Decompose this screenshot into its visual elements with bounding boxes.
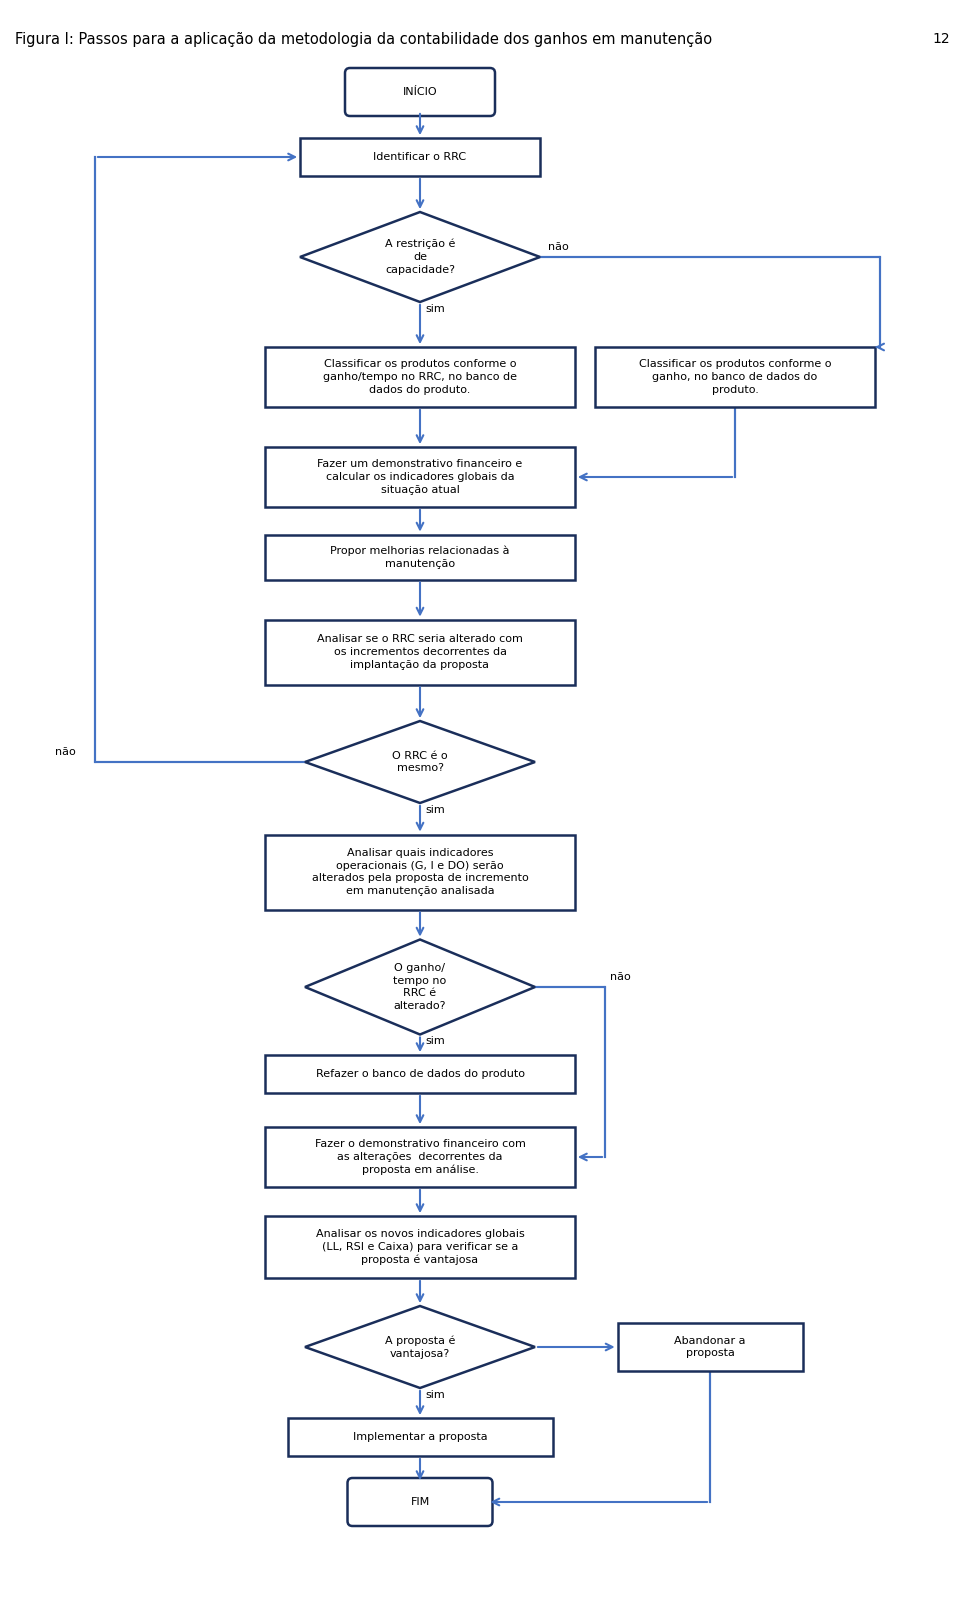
Text: Implementar a proposta: Implementar a proposta xyxy=(352,1431,488,1443)
Text: Fazer o demonstrativo financeiro com
as alterações  decorrentes da
proposta em a: Fazer o demonstrativo financeiro com as … xyxy=(315,1138,525,1175)
Polygon shape xyxy=(305,721,535,803)
Bar xyxy=(265,835,575,909)
Text: A proposta é
vantajosa?: A proposta é vantajosa? xyxy=(385,1335,455,1359)
Bar xyxy=(265,347,575,406)
Bar xyxy=(265,1127,575,1186)
Text: Analisar quais indicadores
operacionais (G, I e DO) serão
alterados pela propost: Analisar quais indicadores operacionais … xyxy=(312,848,528,896)
Text: Abandonar a
proposta: Abandonar a proposta xyxy=(674,1336,746,1359)
Text: O ganho/
tempo no
RRC é
alterado?: O ganho/ tempo no RRC é alterado? xyxy=(394,962,446,1011)
Text: sim: sim xyxy=(425,1390,444,1399)
Polygon shape xyxy=(300,213,540,301)
Text: Refazer o banco de dados do produto: Refazer o banco de dados do produto xyxy=(316,1069,524,1078)
Text: sim: sim xyxy=(425,305,444,314)
Bar xyxy=(265,1054,575,1093)
Text: não: não xyxy=(548,242,568,251)
Text: Classificar os produtos conforme o
ganho/tempo no RRC, no banco de
dados do prod: Classificar os produtos conforme o ganho… xyxy=(323,359,517,395)
Text: Analisar os novos indicadores globais
(LL, RSI e Caixa) para verificar se a
prop: Analisar os novos indicadores globais (L… xyxy=(316,1228,524,1265)
Polygon shape xyxy=(305,1306,535,1388)
Text: não: não xyxy=(610,972,631,982)
Text: Figura I: Passos para a aplicação da metodologia da contabilidade dos ganhos em : Figura I: Passos para a aplicação da met… xyxy=(15,32,712,47)
Text: não: não xyxy=(55,746,76,758)
Text: INÍCIO: INÍCIO xyxy=(402,87,438,97)
Bar xyxy=(265,447,575,508)
Text: sim: sim xyxy=(425,804,444,816)
Bar xyxy=(287,1419,553,1456)
Polygon shape xyxy=(305,940,535,1035)
Text: Fazer um demonstrativo financeiro e
calcular os indicadores globais da
situação : Fazer um demonstrativo financeiro e calc… xyxy=(318,459,522,495)
Bar xyxy=(617,1323,803,1370)
Bar xyxy=(300,139,540,176)
Bar xyxy=(265,1215,575,1278)
FancyBboxPatch shape xyxy=(345,68,495,116)
Text: 12: 12 xyxy=(932,32,950,47)
Text: sim: sim xyxy=(425,1037,444,1046)
Text: Identificar o RRC: Identificar o RRC xyxy=(373,152,467,161)
Text: O RRC é o
mesmo?: O RRC é o mesmo? xyxy=(393,751,447,774)
Text: Analisar se o RRC seria alterado com
os incrementos decorrentes da
implantação d: Analisar se o RRC seria alterado com os … xyxy=(317,634,523,671)
Text: FIM: FIM xyxy=(410,1498,430,1507)
Bar xyxy=(265,619,575,685)
Text: Propor melhorias relacionadas à
manutenção: Propor melhorias relacionadas à manutenç… xyxy=(330,545,510,569)
Bar xyxy=(595,347,875,406)
Text: A restrição é
de
capacidade?: A restrição é de capacidade? xyxy=(385,239,455,276)
FancyBboxPatch shape xyxy=(348,1478,492,1527)
Text: Classificar os produtos conforme o
ganho, no banco de dados do
produto.: Classificar os produtos conforme o ganho… xyxy=(638,359,831,395)
Bar xyxy=(265,535,575,579)
